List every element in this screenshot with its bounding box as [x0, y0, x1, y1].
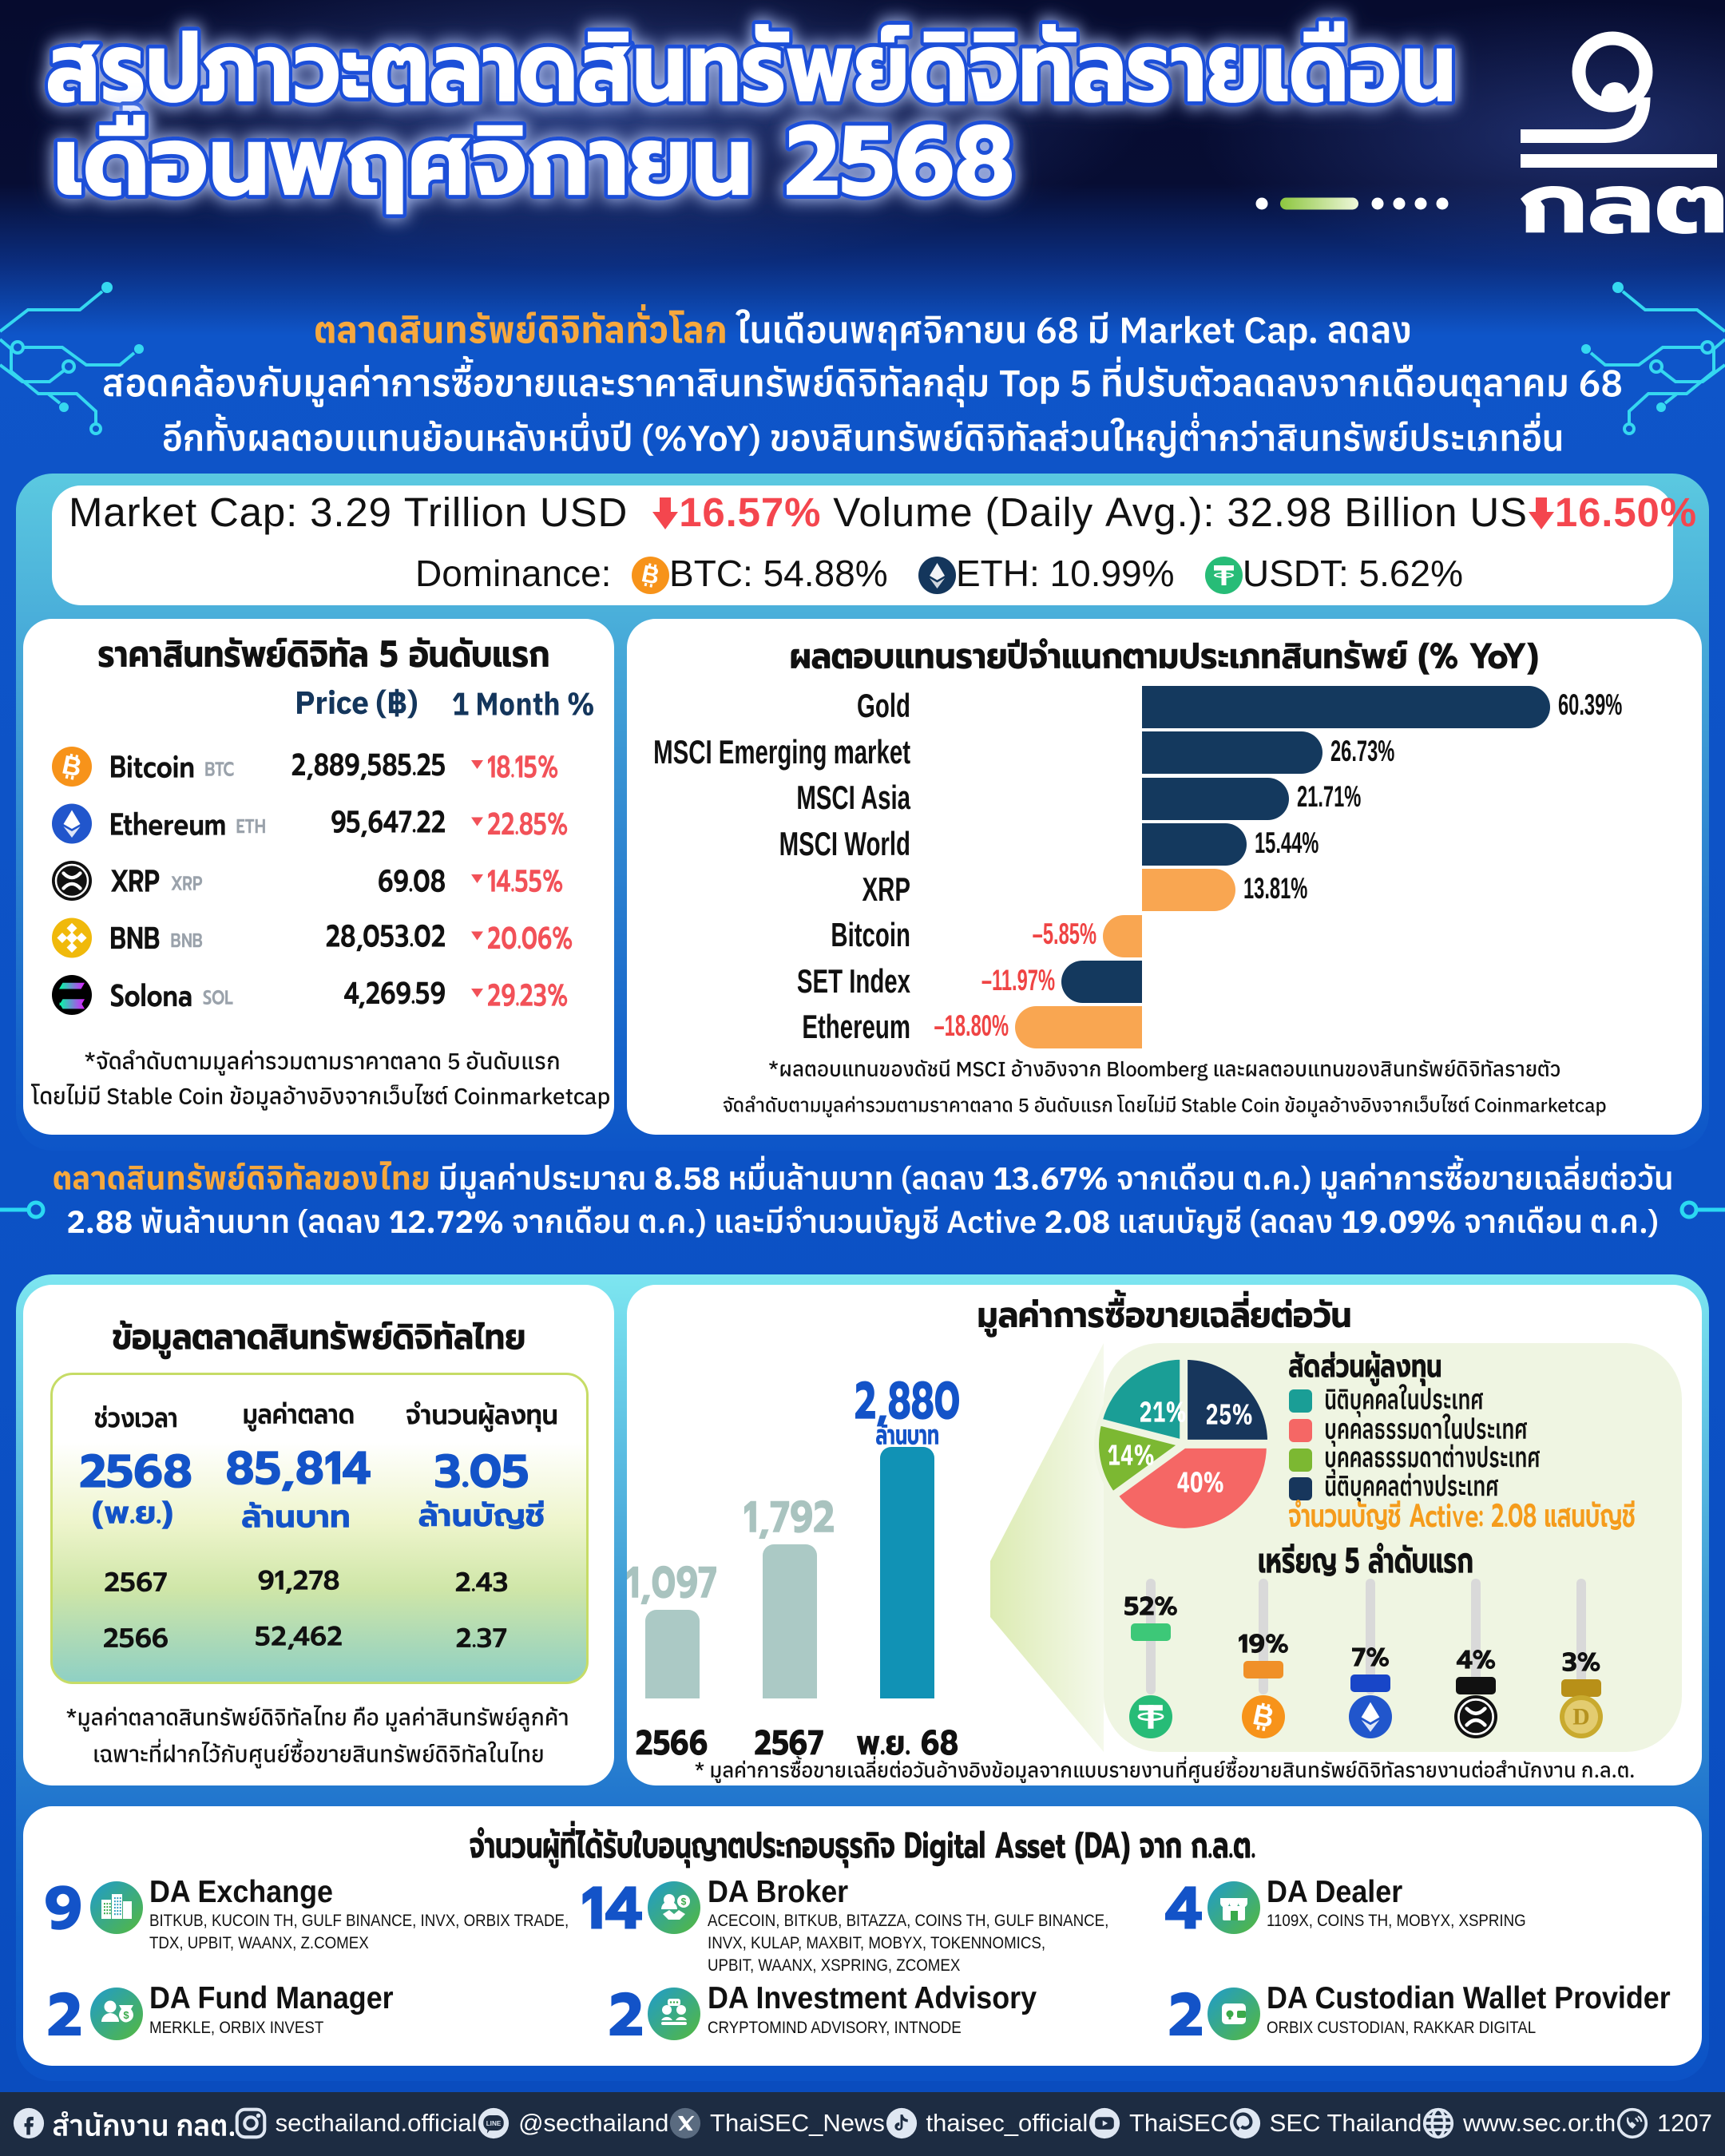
svg-text:LINE: LINE [486, 2120, 502, 2127]
svg-text:D: D [1572, 1705, 1589, 1730]
svg-text:$: $ [123, 2009, 129, 2021]
svg-text:$: $ [681, 1896, 687, 1908]
